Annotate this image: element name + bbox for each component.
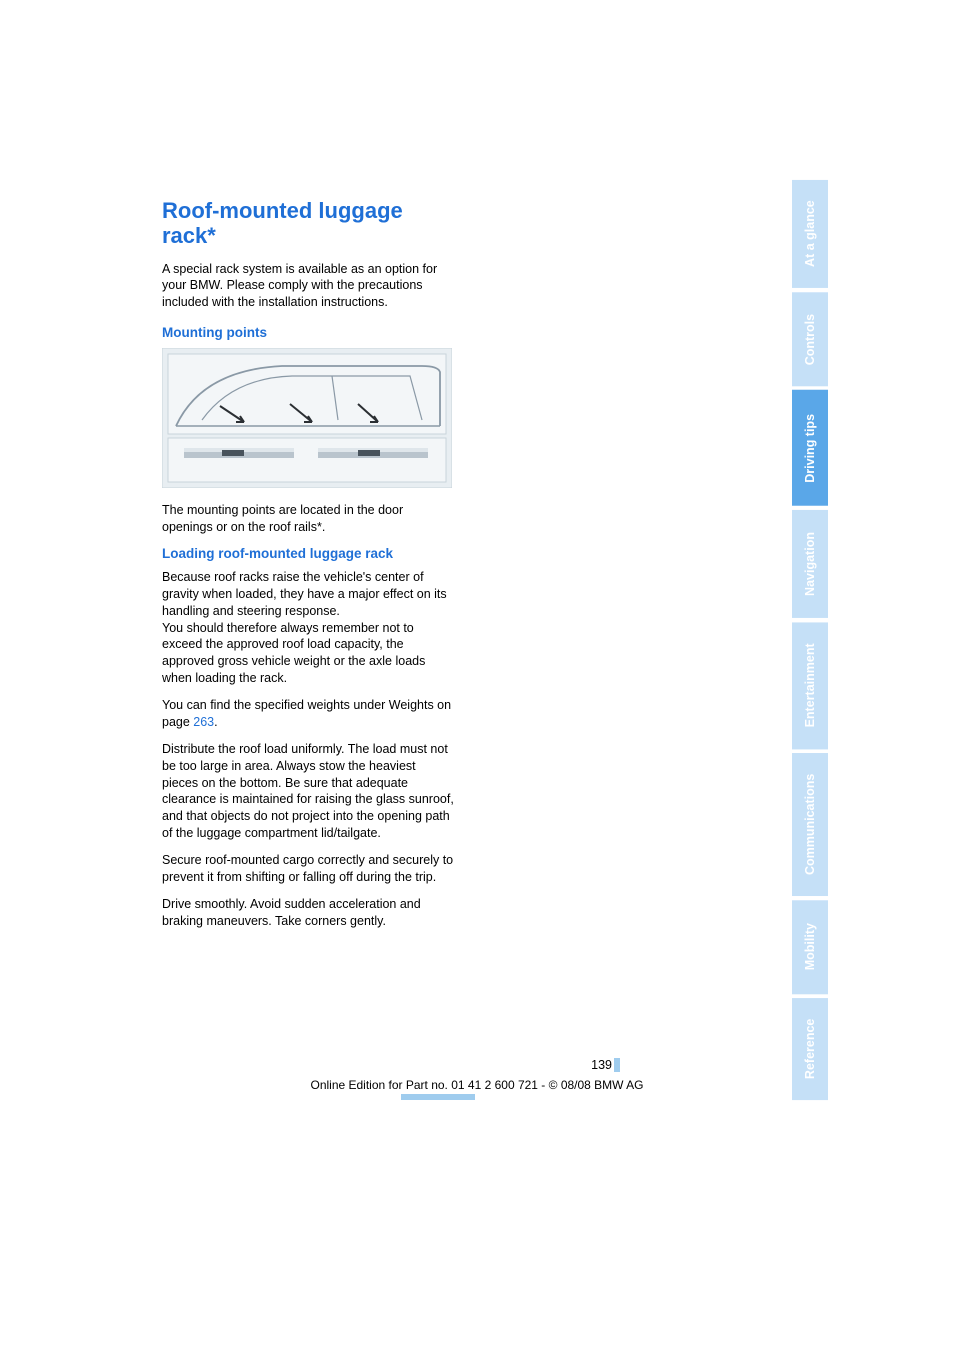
loading-p2b: . [214,715,217,729]
section-tabs: At a glance Controls Driving tips Navigatio… [792,180,828,1100]
mounting-text: The mounting points are located in the d… [162,502,454,536]
subheading-loading: Loading roof-mounted luggage rack [162,546,454,561]
tab-controls[interactable]: Controls [792,292,828,386]
tab-gap [792,618,828,622]
intro-text: A special rack system is available as an… [162,261,454,312]
subheading-mounting: Mounting points [162,325,454,340]
footer-text: Online Edition for Part no. 01 41 2 600 … [0,1078,954,1092]
loading-p3: Distribute the roof load uniformly. The … [162,741,454,842]
tab-at-a-glance[interactable]: At a glance [792,180,828,288]
tab-mobility[interactable]: Mobility [792,900,828,994]
page-number: 139 [591,1058,612,1072]
loading-p1: Because roof racks raise the vehicle's c… [162,569,454,687]
loading-p5: Drive smoothly. Avoid sudden acceleratio… [162,896,454,930]
page-number-marker [614,1058,620,1072]
section-heading: Roof-mounted luggage rack* [162,198,454,249]
tab-driving-tips[interactable]: Driving tips [792,390,828,506]
loading-p4: Secure roof-mounted cargo correctly and … [162,852,454,886]
loading-p2: You can find the specified weights under… [162,697,454,731]
tab-entertainment[interactable]: Entertainment [792,622,828,749]
mounting-points-figure [162,348,452,488]
tab-navigation[interactable]: Navigation [792,510,828,618]
page-link-263[interactable]: 263 [193,715,214,729]
footer-accent [401,1094,475,1100]
tab-communications[interactable]: Communications [792,753,828,896]
